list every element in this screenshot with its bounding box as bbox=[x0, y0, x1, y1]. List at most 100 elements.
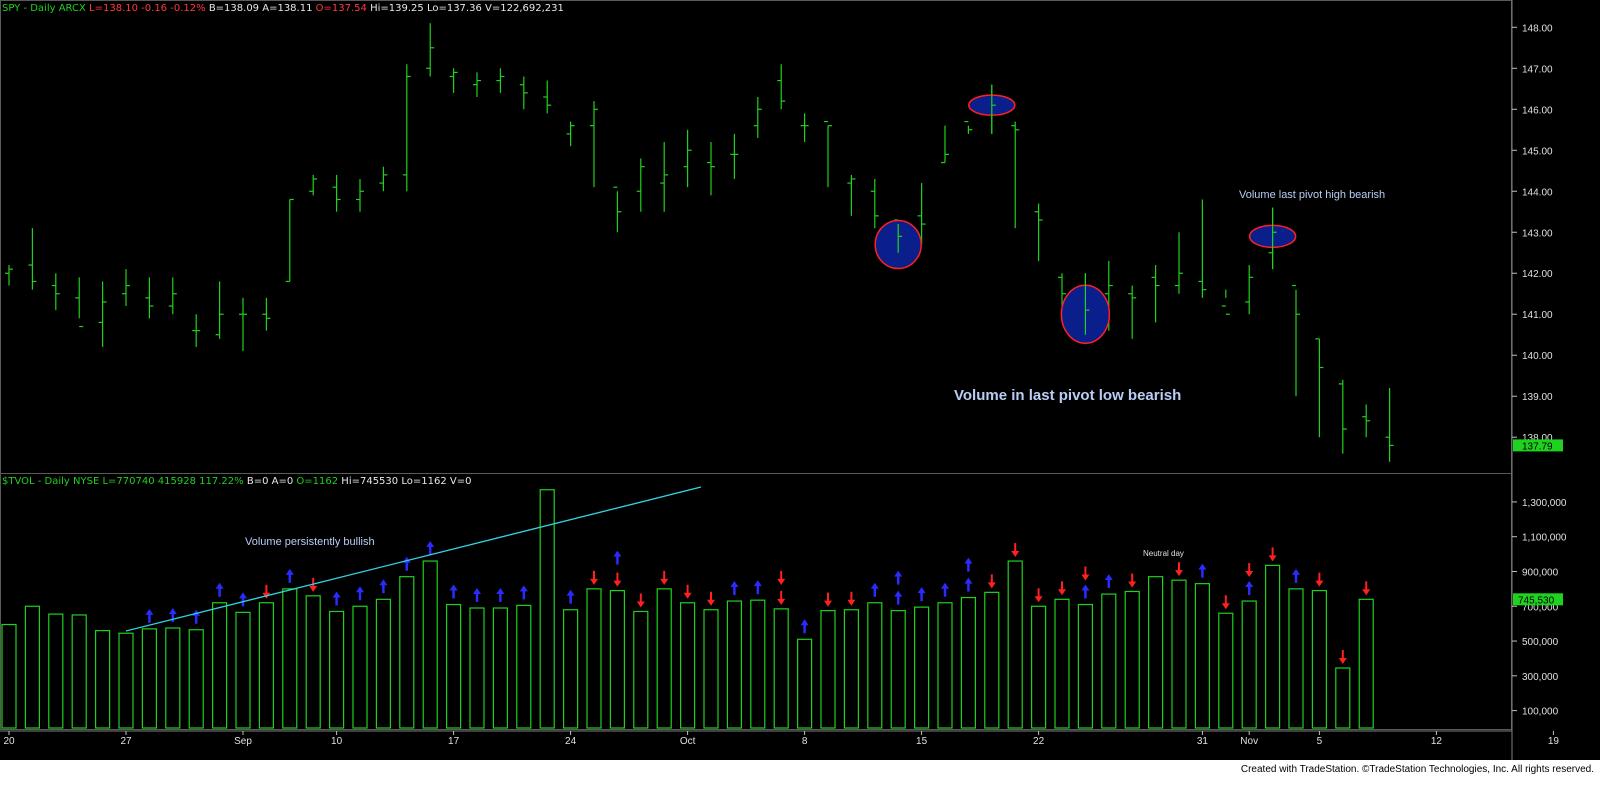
up-arrow-head bbox=[379, 579, 388, 586]
price-bar bbox=[1198, 199, 1207, 298]
volume-bar bbox=[633, 610, 649, 729]
grid-lines bbox=[0, 0, 1513, 760]
down-arrow-head bbox=[824, 600, 832, 607]
volume-last: L=770740 bbox=[102, 476, 155, 487]
up-arrow-icon bbox=[566, 589, 575, 604]
volume-bar bbox=[492, 607, 508, 729]
price-change: -0.16 bbox=[141, 3, 168, 14]
up-arrow-head bbox=[800, 619, 809, 626]
down-arrow-head bbox=[1058, 589, 1066, 596]
up-arrow-icon bbox=[964, 577, 973, 592]
x-tick-label: Oct bbox=[680, 736, 696, 747]
x-tick-label: 15 bbox=[916, 736, 928, 747]
up-arrow-icon bbox=[239, 592, 247, 607]
up-arrow-head bbox=[730, 581, 739, 588]
down-arrow-icon bbox=[590, 570, 598, 585]
volume-bar bbox=[1, 623, 17, 729]
volume-bar bbox=[1358, 598, 1374, 729]
up-arrow-head bbox=[964, 577, 973, 584]
price-bar bbox=[28, 228, 37, 290]
up-arrow-head bbox=[449, 584, 458, 591]
up-arrow-head bbox=[1198, 563, 1207, 570]
volume-bar bbox=[1335, 667, 1351, 729]
up-arrow-icon bbox=[519, 585, 528, 600]
price-bar bbox=[239, 297, 247, 352]
price-bar bbox=[964, 120, 973, 134]
price-bar bbox=[168, 277, 177, 315]
x-tick-label: Sep bbox=[234, 736, 252, 747]
volume-bar bbox=[562, 609, 579, 729]
volume-low: Lo=1162 bbox=[401, 476, 447, 487]
up-arrow-head bbox=[964, 557, 973, 564]
price-bar bbox=[473, 72, 481, 97]
price-bar bbox=[75, 277, 84, 328]
price-bar bbox=[356, 178, 364, 212]
down-arrow-icon bbox=[613, 572, 622, 587]
down-arrow-head bbox=[613, 580, 622, 587]
up-arrow-head bbox=[496, 588, 505, 594]
volume-bar bbox=[165, 627, 181, 729]
price-bar bbox=[426, 23, 435, 77]
down-arrow-icon bbox=[1175, 562, 1183, 577]
volume-bar bbox=[843, 609, 860, 729]
volume-bar bbox=[867, 602, 883, 729]
price-bar bbox=[777, 64, 786, 110]
up-arrow-icon bbox=[1104, 574, 1113, 589]
price-bar bbox=[1151, 265, 1160, 323]
pivot-ellipses bbox=[874, 84, 1297, 344]
down-arrow-head bbox=[1268, 555, 1277, 562]
volume-bar bbox=[960, 596, 977, 729]
down-arrow-head bbox=[1175, 570, 1183, 577]
price-bar bbox=[51, 273, 60, 311]
up-arrow-icon bbox=[356, 586, 364, 601]
price-high: Hi=139.25 bbox=[370, 3, 424, 14]
up-arrow-icon bbox=[800, 619, 809, 634]
down-arrow-head bbox=[1315, 580, 1324, 587]
price-bar bbox=[824, 120, 832, 188]
down-arrow-icon bbox=[1315, 572, 1324, 587]
x-tick-label: 12 bbox=[1431, 736, 1443, 747]
price-bar bbox=[402, 64, 411, 192]
up-arrow-icon bbox=[145, 608, 154, 623]
down-arrow-icon bbox=[1245, 563, 1254, 578]
price-change-pct: -0.12% bbox=[170, 3, 206, 14]
price-bar bbox=[590, 101, 598, 188]
volume-y-tick-label: 500,000 bbox=[1522, 637, 1559, 648]
price-bar bbox=[707, 142, 715, 196]
volume-trendline bbox=[125, 486, 702, 632]
up-arrow-head bbox=[566, 589, 575, 596]
up-arrow-head bbox=[356, 586, 364, 593]
down-arrow-head bbox=[683, 592, 692, 599]
x-tick-label: 5 bbox=[1317, 736, 1323, 747]
x-tick-label: 31 bbox=[1197, 736, 1209, 747]
up-arrow-icon bbox=[332, 591, 341, 606]
up-arrow-icon bbox=[426, 541, 435, 556]
down-arrow-icon bbox=[636, 593, 645, 608]
down-arrow-icon bbox=[707, 591, 715, 606]
volume-bar bbox=[1101, 593, 1117, 729]
up-arrow-icon bbox=[379, 579, 388, 594]
volume-bar bbox=[750, 599, 766, 729]
up-arrow-icon bbox=[168, 608, 177, 622]
up-arrow-head bbox=[285, 568, 294, 575]
volume-bar bbox=[1054, 598, 1070, 729]
price-bid: B=138.09 bbox=[208, 3, 260, 14]
price-bar bbox=[145, 277, 154, 319]
price-y-tick-label: 144.00 bbox=[1522, 187, 1553, 198]
price-bar bbox=[1245, 265, 1254, 315]
price-bar bbox=[800, 113, 809, 143]
volume-bar bbox=[399, 576, 415, 729]
volume-bar bbox=[1194, 583, 1211, 729]
annotation-pivot-low: Volume in last pivot low bearish bbox=[954, 387, 1181, 404]
price-open: O=137.54 bbox=[315, 3, 367, 14]
price-last: L=138.10 bbox=[89, 3, 138, 14]
up-arrow-icon bbox=[613, 550, 622, 565]
volume-arrows bbox=[145, 541, 1371, 664]
x-tick-label: 20 bbox=[3, 736, 15, 747]
volume-y-tick-label: 1,100,000 bbox=[1522, 533, 1567, 544]
price-bar bbox=[1362, 404, 1371, 438]
up-arrow-icon bbox=[894, 570, 903, 585]
up-arrow-head bbox=[753, 580, 762, 587]
price-y-tick-label: 148.00 bbox=[1522, 23, 1553, 34]
price-bar bbox=[660, 142, 669, 212]
